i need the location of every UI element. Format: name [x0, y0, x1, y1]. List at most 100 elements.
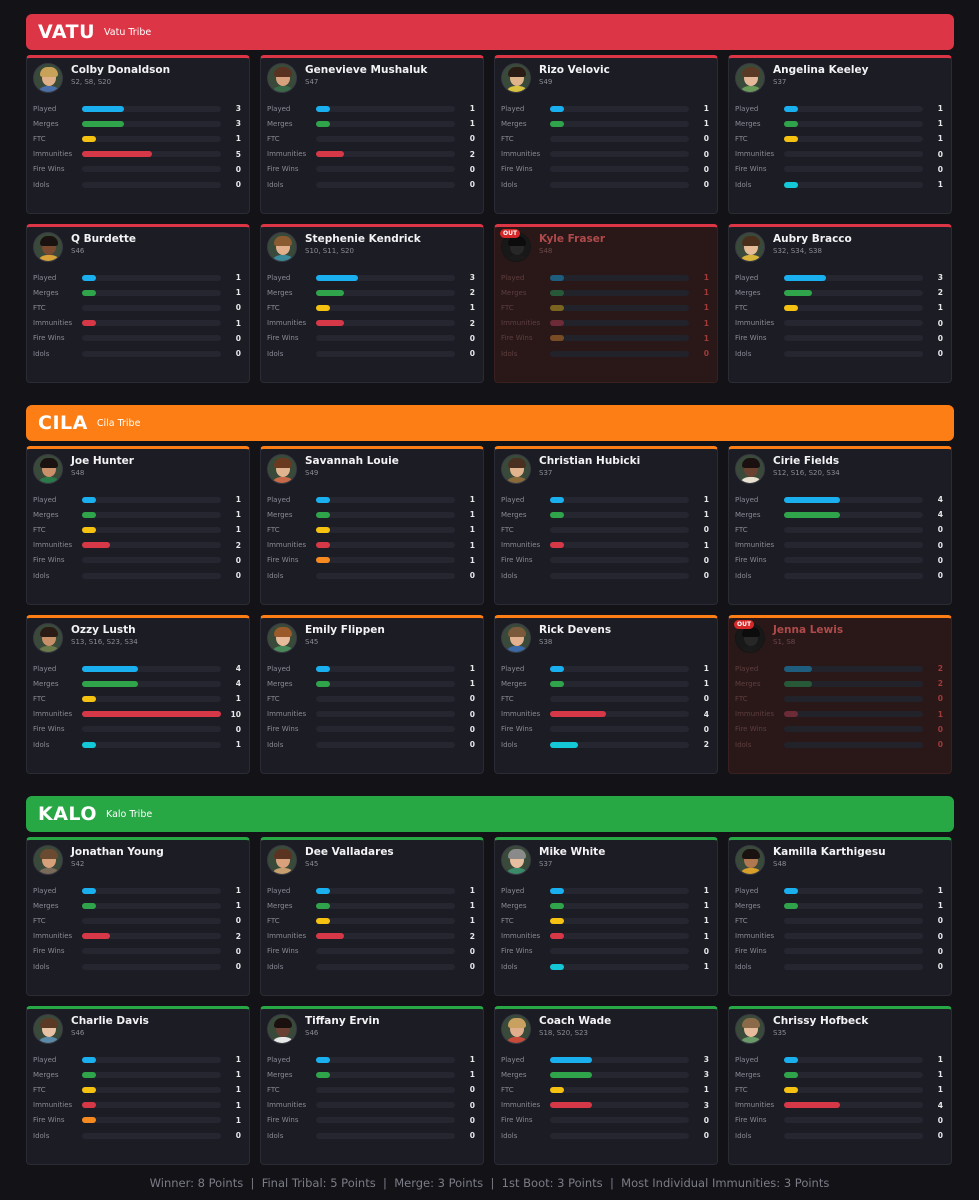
avatar	[33, 63, 63, 93]
stat-bar-fill	[316, 917, 330, 924]
stat-bar-fill	[550, 917, 564, 924]
avatar-shirt	[739, 1037, 763, 1043]
player-card-chrissy-hofbeck[interactable]: Chrissy Hofbeck S35 Played 1 Merges 1 FTC 1 Immu…	[728, 1006, 952, 1165]
avatar-hair	[742, 627, 760, 637]
player-stats: Played 2 Merges 2 FTC 0 Immunities 1 Fire Wins 0 I…	[735, 661, 945, 752]
player-card-stephenie-kendrick[interactable]: Stephenie Kendrick S10, S11, S20 Played 3 Me…	[260, 224, 484, 383]
stat-row-idols: Idols 0	[735, 959, 945, 974]
stat-label: Idols	[267, 962, 284, 971]
stat-value: 0	[703, 1131, 709, 1141]
stat-bar-fill	[82, 1086, 96, 1093]
stat-label: Fire Wins	[33, 165, 65, 174]
stat-value: 3	[703, 1055, 709, 1065]
avatar-shirt	[739, 646, 763, 652]
player-card-ozzy-lusth[interactable]: Ozzy Lusth S13, S16, S23, S34 Played 4 Merge…	[26, 615, 250, 774]
stat-bar-track	[550, 320, 689, 327]
stat-bar-track	[784, 917, 923, 924]
player-card-genevieve-mushaluk[interactable]: Genevieve Mushaluk S47 Played 1 Merges 1 FTC 0 I…	[260, 55, 484, 214]
player-card-colby-donaldson[interactable]: Colby Donaldson S2, S8, S20 Played 3 Merges 3…	[26, 55, 250, 214]
stat-bar-track	[82, 181, 221, 188]
player-card-jonathan-young[interactable]: Jonathan Young S42 Played 1 Merges 1 FTC 0 Immun…	[26, 837, 250, 996]
footer-separator: |	[375, 1176, 395, 1190]
stat-label: FTC	[33, 916, 46, 925]
player-card-rizo-velovic[interactable]: Rizo Velovic S49 Played 1 Merges 1 FTC 0 Immunit…	[494, 55, 718, 214]
player-card-tiffany-ervin[interactable]: Tiffany Ervin S46 Played 1 Merges 1 FTC 0 Immuni…	[260, 1006, 484, 1165]
stat-bar-track	[316, 902, 455, 909]
player-card-q-burdette[interactable]: Q Burdette S46 Played 1 Merges 1 FTC 0 Immunitie…	[26, 224, 250, 383]
stat-row-fire-wins: Fire Wins 0	[735, 162, 945, 177]
stat-bar-track	[784, 350, 923, 357]
stat-row-played: Played 1	[33, 270, 243, 285]
stat-bar-track	[316, 887, 455, 894]
player-name: Emily Flippen	[305, 624, 385, 636]
player-name: Jonathan Young	[71, 846, 164, 858]
stat-bar-track	[550, 711, 689, 718]
player-card-mike-white[interactable]: Mike White S37 Played 1 Merges 1 FTC 1 Immunitie…	[494, 837, 718, 996]
stat-row-played: Played 1	[267, 492, 477, 507]
stat-value: 0	[469, 1100, 475, 1110]
stat-value: 1	[937, 303, 943, 313]
player-header: Jenna Lewis S1, S8	[735, 623, 945, 659]
stat-bar-track	[316, 135, 455, 142]
stat-bar-track	[784, 695, 923, 702]
player-card-angelina-keeley[interactable]: Angelina Keeley S37 Played 1 Merges 1 FTC 1 Immu…	[728, 55, 952, 214]
stat-bar-track	[784, 1086, 923, 1093]
avatar-shirt	[37, 646, 61, 652]
stat-row-immunities: Immunities 0	[501, 147, 711, 162]
stat-row-ftc: FTC 0	[501, 691, 711, 706]
stat-row-fire-wins: Fire Wins 0	[501, 944, 711, 959]
stat-value: 1	[937, 901, 943, 911]
player-card-savannah-louie[interactable]: Savannah Louie S49 Played 1 Merges 1 FTC 1 Immun…	[260, 446, 484, 605]
stat-value: 0	[469, 694, 475, 704]
stat-value: 0	[937, 724, 943, 734]
stat-value: 0	[703, 164, 709, 174]
stat-label: FTC	[735, 1085, 748, 1094]
stat-row-played: Played 1	[33, 492, 243, 507]
stat-label: FTC	[33, 303, 46, 312]
player-card-joe-hunter[interactable]: Joe Hunter S48 Played 1 Merges 1 FTC 1 Immunitie…	[26, 446, 250, 605]
stat-bar-track	[316, 711, 455, 718]
player-card-coach-wade[interactable]: Coach Wade S18, S20, S23 Played 3 Merges 3 FTC…	[494, 1006, 718, 1165]
stat-row-ftc: FTC 1	[267, 913, 477, 928]
stat-bar-track	[550, 105, 689, 112]
stat-row-ftc: FTC 0	[501, 131, 711, 146]
stat-value: 0	[469, 709, 475, 719]
stat-label: Merges	[735, 679, 761, 688]
footer-separator: |	[602, 1176, 622, 1190]
stat-bar-track	[316, 289, 455, 296]
stat-value: 1	[469, 540, 475, 550]
player-header: Jonathan Young S42	[33, 845, 243, 881]
stat-bar-track	[784, 726, 923, 733]
player-card-jenna-lewis[interactable]: OUT Jenna Lewis S1, S8 Played 2 Merges 2 FTC 0 Im…	[728, 615, 952, 774]
player-header: Dee Valladares S45	[267, 845, 477, 881]
player-card-kyle-fraser[interactable]: OUT Kyle Fraser S48 Played 1 Merges 1 FTC 1 Immun…	[494, 224, 718, 383]
stat-label: FTC	[735, 303, 748, 312]
stat-bar-track	[82, 695, 221, 702]
player-card-charlie-davis[interactable]: Charlie Davis S46 Played 1 Merges 1 FTC 1 Immuni…	[26, 1006, 250, 1165]
player-card-christian-hubicki[interactable]: Christian Hubicki S37 Played 1 Merges 1 FTC 0 Im…	[494, 446, 718, 605]
player-card-cirie-fields[interactable]: Cirie Fields S12, S16, S20, S34 Played 4 Mer…	[728, 446, 952, 605]
avatar-hair	[274, 1018, 292, 1028]
stat-label: Merges	[267, 119, 293, 128]
player-card-kamilla-karthigesu[interactable]: Kamilla Karthigesu S48 Played 1 Merges 1 FTC 0 I…	[728, 837, 952, 996]
player-card-dee-valladares[interactable]: Dee Valladares S45 Played 1 Merges 1 FTC 1 Immun…	[260, 837, 484, 996]
player-card-rick-devens[interactable]: Rick Devens S38 Played 1 Merges 1 FTC 0 Immuniti…	[494, 615, 718, 774]
stat-bar-fill	[82, 496, 96, 503]
stat-bar-track	[316, 695, 455, 702]
stat-value: 0	[937, 333, 943, 343]
player-stats: Played 1 Merges 1 FTC 0 Immunities 0 Fire Wins 0 I…	[267, 661, 477, 752]
stat-row-immunities: Immunities 0	[267, 1098, 477, 1113]
stat-value: 1	[703, 104, 709, 114]
player-card-emily-flippen[interactable]: Emily Flippen S45 Played 1 Merges 1 FTC 0 Immuni…	[260, 615, 484, 774]
stat-row-merges: Merges 2	[735, 285, 945, 300]
stat-row-immunities: Immunities 1	[501, 538, 711, 553]
stat-row-merges: Merges 1	[267, 1067, 477, 1082]
stat-label: Played	[267, 1055, 291, 1064]
player-name: Chrissy Hofbeck	[773, 1015, 869, 1027]
player-card-aubry-bracco[interactable]: Aubry Bracco S32, S34, S38 Played 3 Merges 2 F…	[728, 224, 952, 383]
stat-row-immunities: Immunities 5	[33, 147, 243, 162]
stat-bar-fill	[316, 274, 358, 281]
stat-bar-track	[550, 948, 689, 955]
stat-value: 0	[703, 946, 709, 956]
stat-row-fire-wins: Fire Wins 0	[267, 1113, 477, 1128]
